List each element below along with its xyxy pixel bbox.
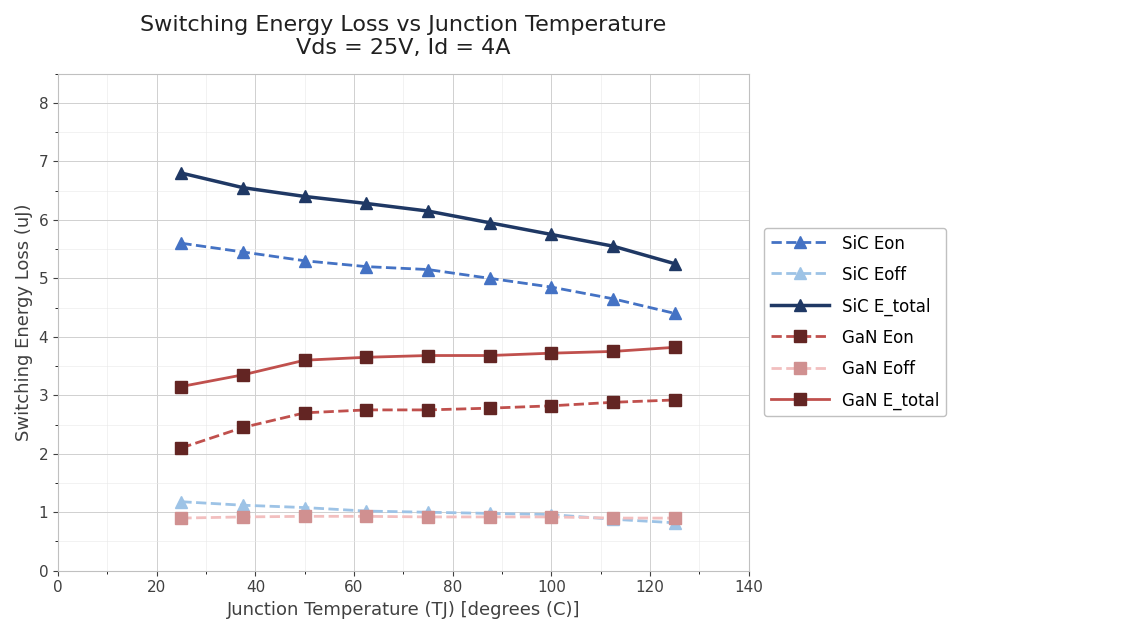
SiC E_total: [236, 184, 250, 191]
GaN Eon: [483, 404, 497, 412]
SiC E_total: [483, 219, 497, 226]
Line: SiC Eoff: SiC Eoff: [176, 496, 681, 528]
SiC Eoff: [236, 501, 250, 509]
GaN Eoff: [236, 513, 250, 521]
Line: GaN Eoff: GaN Eoff: [176, 511, 681, 524]
GaN E_total: [236, 371, 250, 378]
Y-axis label: Switching Energy Loss (uJ): Switching Energy Loss (uJ): [15, 204, 33, 441]
GaN Eoff: [668, 514, 682, 522]
SiC Eoff: [421, 508, 434, 516]
Line: GaN E_total: GaN E_total: [176, 342, 681, 392]
SiC E_total: [359, 200, 373, 207]
GaN Eoff: [359, 512, 373, 520]
GaN Eoff: [174, 514, 188, 522]
SiC Eon: [236, 248, 250, 256]
GaN E_total: [359, 354, 373, 361]
SiC Eoff: [483, 510, 497, 517]
SiC Eon: [421, 266, 434, 273]
GaN E_total: [298, 356, 311, 364]
GaN Eoff: [545, 513, 559, 521]
SiC Eon: [606, 295, 620, 302]
GaN E_total: [174, 383, 188, 391]
Line: SiC Eon: SiC Eon: [176, 238, 681, 319]
GaN Eoff: [483, 513, 497, 521]
GaN Eoff: [298, 512, 311, 520]
SiC E_total: [298, 193, 311, 200]
SiC Eoff: [668, 519, 682, 527]
Line: GaN Eon: GaN Eon: [176, 394, 681, 453]
SiC E_total: [668, 260, 682, 268]
GaN E_total: [421, 352, 434, 359]
SiC Eoff: [359, 507, 373, 515]
GaN Eon: [359, 406, 373, 414]
Legend: SiC Eon, SiC Eoff, SiC E_total, GaN Eon, GaN Eoff, GaN E_total: SiC Eon, SiC Eoff, SiC E_total, GaN Eon,…: [764, 228, 946, 417]
SiC Eoff: [174, 498, 188, 505]
SiC Eoff: [545, 511, 559, 519]
X-axis label: Junction Temperature (TJ) [degrees (C)]: Junction Temperature (TJ) [degrees (C)]: [227, 601, 580, 619]
GaN Eon: [668, 396, 682, 404]
SiC E_total: [606, 242, 620, 250]
GaN Eon: [298, 409, 311, 417]
SiC Eon: [359, 263, 373, 271]
Line: SiC E_total: SiC E_total: [176, 167, 681, 270]
GaN E_total: [483, 352, 497, 359]
GaN E_total: [668, 344, 682, 351]
GaN Eoff: [421, 513, 434, 521]
SiC Eon: [174, 240, 188, 247]
SiC Eoff: [606, 515, 620, 523]
GaN Eon: [606, 399, 620, 406]
SiC E_total: [545, 231, 559, 238]
SiC Eon: [483, 275, 497, 282]
SiC E_total: [421, 207, 434, 215]
GaN Eon: [236, 424, 250, 431]
SiC Eoff: [298, 504, 311, 512]
SiC Eon: [545, 283, 559, 291]
GaN Eon: [545, 402, 559, 410]
SiC Eon: [298, 257, 311, 264]
SiC Eon: [668, 309, 682, 317]
GaN Eon: [174, 444, 188, 451]
SiC E_total: [174, 169, 188, 177]
GaN E_total: [545, 349, 559, 357]
Title: Switching Energy Loss vs Junction Temperature
Vds = 25V, Id = 4A: Switching Energy Loss vs Junction Temper…: [140, 15, 667, 58]
GaN E_total: [606, 347, 620, 355]
GaN Eon: [421, 406, 434, 414]
GaN Eoff: [606, 514, 620, 522]
